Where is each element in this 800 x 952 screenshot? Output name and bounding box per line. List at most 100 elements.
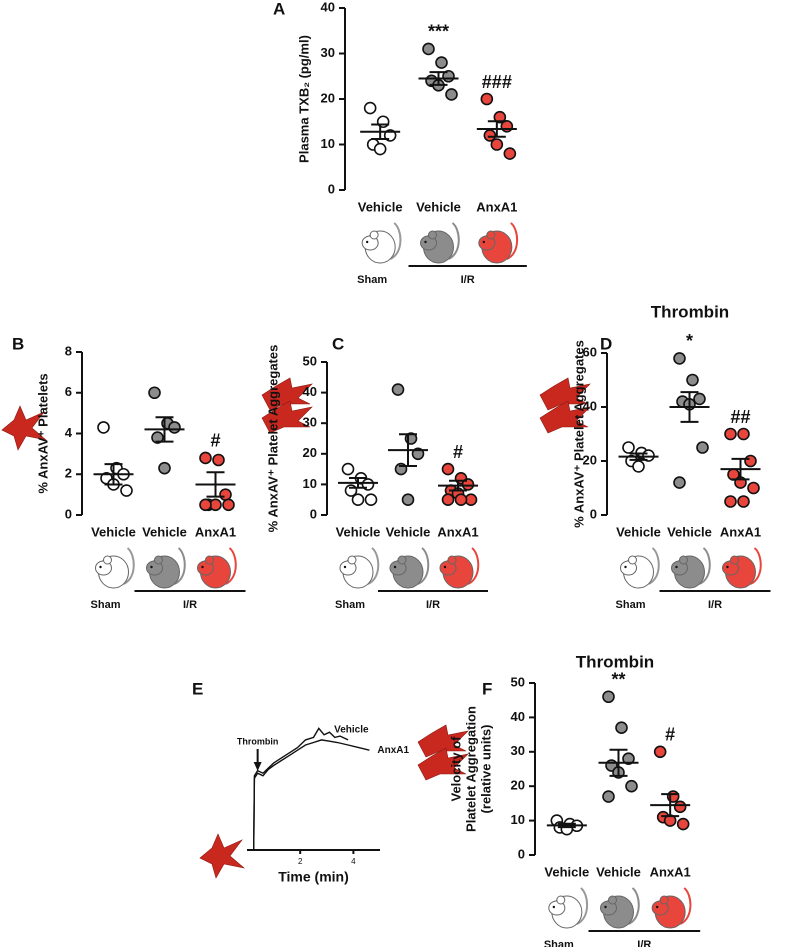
annotation: Thrombin — [237, 736, 279, 746]
y-tick-label: 6 — [65, 384, 72, 399]
y-tick-label: 40 — [511, 709, 525, 724]
mouse-ear — [628, 555, 637, 565]
y-tick-label: 0 — [65, 506, 72, 521]
error-bar — [206, 471, 225, 498]
mouse-ear — [556, 895, 566, 905]
error-bar — [104, 463, 123, 486]
y-tick-label: 30 — [511, 743, 525, 758]
mouse-tail — [627, 887, 640, 925]
mouse-tail — [749, 547, 762, 585]
y-tick-label: 40 — [583, 398, 597, 413]
annotation: # — [453, 442, 463, 462]
mouse-eye — [655, 905, 659, 909]
mouse-tail — [367, 547, 380, 585]
data-point — [632, 460, 645, 473]
data-point — [686, 373, 699, 387]
y-tick-label: 0 — [310, 506, 317, 521]
x-tick-label: Vehicle — [416, 199, 461, 214]
error-bar — [731, 457, 750, 481]
panel-label: E — [192, 679, 203, 698]
y-tick-label: 60 — [583, 344, 597, 359]
mouse-icon — [339, 547, 380, 589]
data-point — [401, 493, 415, 507]
mouse-eye — [624, 565, 627, 569]
group-label: Sham — [91, 599, 121, 611]
data-point — [724, 495, 737, 508]
mouse-icon — [722, 547, 762, 589]
error-bar — [680, 391, 699, 423]
mouse-icon — [95, 547, 135, 589]
mouse-icon — [548, 887, 589, 929]
y-tick-label: 50 — [303, 353, 317, 368]
group-label: Sham — [335, 599, 365, 611]
mouse-icon — [671, 547, 711, 589]
mouse-eye — [604, 905, 607, 909]
mouse-ear — [608, 895, 617, 905]
x-tick-label: Vehicle — [142, 524, 187, 539]
mouse-eye — [343, 565, 347, 569]
mouse-icon — [600, 887, 640, 929]
group-label: I/R — [183, 599, 197, 611]
chart-title: Thrombin — [651, 302, 729, 321]
mouse-tail — [506, 222, 519, 260]
mouse-eye — [482, 240, 486, 244]
mouse-icon — [439, 547, 480, 589]
mouse-ear — [447, 555, 457, 565]
series-label: AnxA1 — [377, 745, 409, 756]
mouse-icon — [146, 547, 186, 589]
mouse-eye — [201, 565, 204, 569]
data-point — [351, 493, 365, 507]
mouse-tail — [698, 547, 711, 585]
error-bar — [661, 793, 680, 818]
y-tick-label: 10 — [321, 136, 335, 151]
data-point — [454, 493, 468, 507]
data-point — [622, 752, 635, 765]
data-point — [493, 110, 507, 124]
mouse-icon — [361, 222, 402, 264]
data-point — [696, 441, 709, 454]
data-point — [391, 383, 405, 396]
annotation: # — [210, 431, 220, 451]
annotation: ** — [611, 670, 625, 690]
data-point — [480, 92, 494, 106]
panel-label: C — [332, 334, 344, 353]
panel-label: F — [482, 679, 492, 698]
chart-title: Thrombin — [576, 652, 654, 671]
data-point — [148, 386, 161, 400]
mouse-eye — [726, 565, 729, 569]
data-point — [158, 461, 171, 475]
data-point — [364, 493, 378, 507]
data-point — [199, 451, 212, 465]
y-tick-label: 50 — [511, 674, 525, 689]
y-tick-label: 8 — [65, 343, 72, 358]
error-bar — [399, 433, 417, 468]
y-tick-label: 20 — [321, 90, 335, 105]
x-tick-label: Vehicle — [386, 524, 431, 539]
x-tick-label: AnxA1 — [476, 199, 517, 214]
mouse-eye — [365, 240, 369, 244]
x-tick-label: 2 — [298, 857, 303, 866]
data-point — [341, 462, 355, 476]
group-label: Sham — [544, 939, 574, 947]
annotation: *** — [428, 22, 449, 42]
data-point — [625, 779, 638, 793]
group-label: Sham — [616, 599, 646, 611]
x-tick-label: 4 — [351, 857, 356, 866]
y-axis-label: % AnxAV⁺ Platelets — [35, 373, 50, 493]
error-bar — [609, 748, 628, 777]
y-axis-label: Platelet Aggregation — [463, 706, 478, 832]
y-tick-label: 0 — [518, 846, 525, 861]
annotation: # — [665, 725, 675, 745]
data-point — [219, 488, 232, 501]
data-point — [615, 721, 628, 735]
mouse-tail — [447, 222, 460, 260]
mouse-ear — [397, 555, 407, 565]
data-point — [602, 690, 615, 704]
mouse-eye — [675, 565, 678, 569]
trace-line — [253, 727, 349, 851]
y-tick-label: 0 — [590, 506, 597, 521]
mouse-tail — [122, 547, 135, 585]
y-tick-label: 2 — [65, 466, 72, 481]
x-tick-label: AnxA1 — [720, 524, 761, 539]
